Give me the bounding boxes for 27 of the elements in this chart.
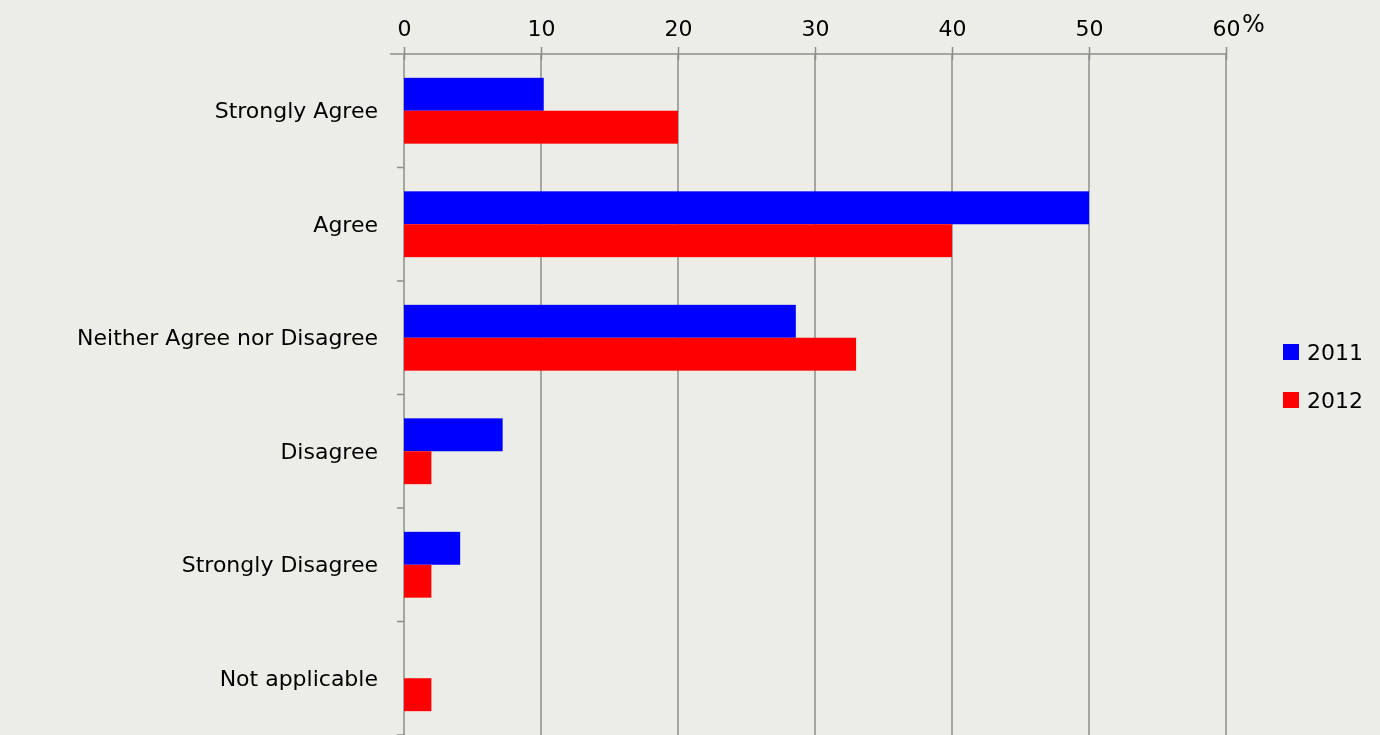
bar [404,77,544,111]
y-tick-label: Disagree [280,438,378,464]
bar [404,678,432,712]
y-tick-label: Neither Agree nor Disagree [77,325,378,351]
bar [404,224,952,258]
legend-label: 2011 [1307,339,1363,365]
bar [404,418,503,452]
bar [404,304,796,338]
y-tick-label: Not applicable [219,665,378,691]
bar [404,531,461,565]
x-axis-title: % [1242,10,1265,38]
y-tick-label: Agree [313,211,378,237]
y-tick-label: Strongly Agree [214,98,378,124]
bar [404,564,432,598]
bar [404,337,857,371]
x-tick-label: 30 [801,16,830,41]
x-tick-label: 60 [1212,16,1241,41]
legend-label: 2012 [1307,387,1363,413]
bar [404,191,1089,225]
y-tick-label: Strongly Disagree [181,552,378,578]
bar [404,451,432,485]
x-tick-label: 40 [938,16,967,41]
x-tick-label: 50 [1075,16,1104,41]
bar [404,110,678,144]
x-tick-label: 0 [397,16,412,41]
x-tick-label: 10 [527,16,556,41]
x-tick-label: 20 [664,16,693,41]
